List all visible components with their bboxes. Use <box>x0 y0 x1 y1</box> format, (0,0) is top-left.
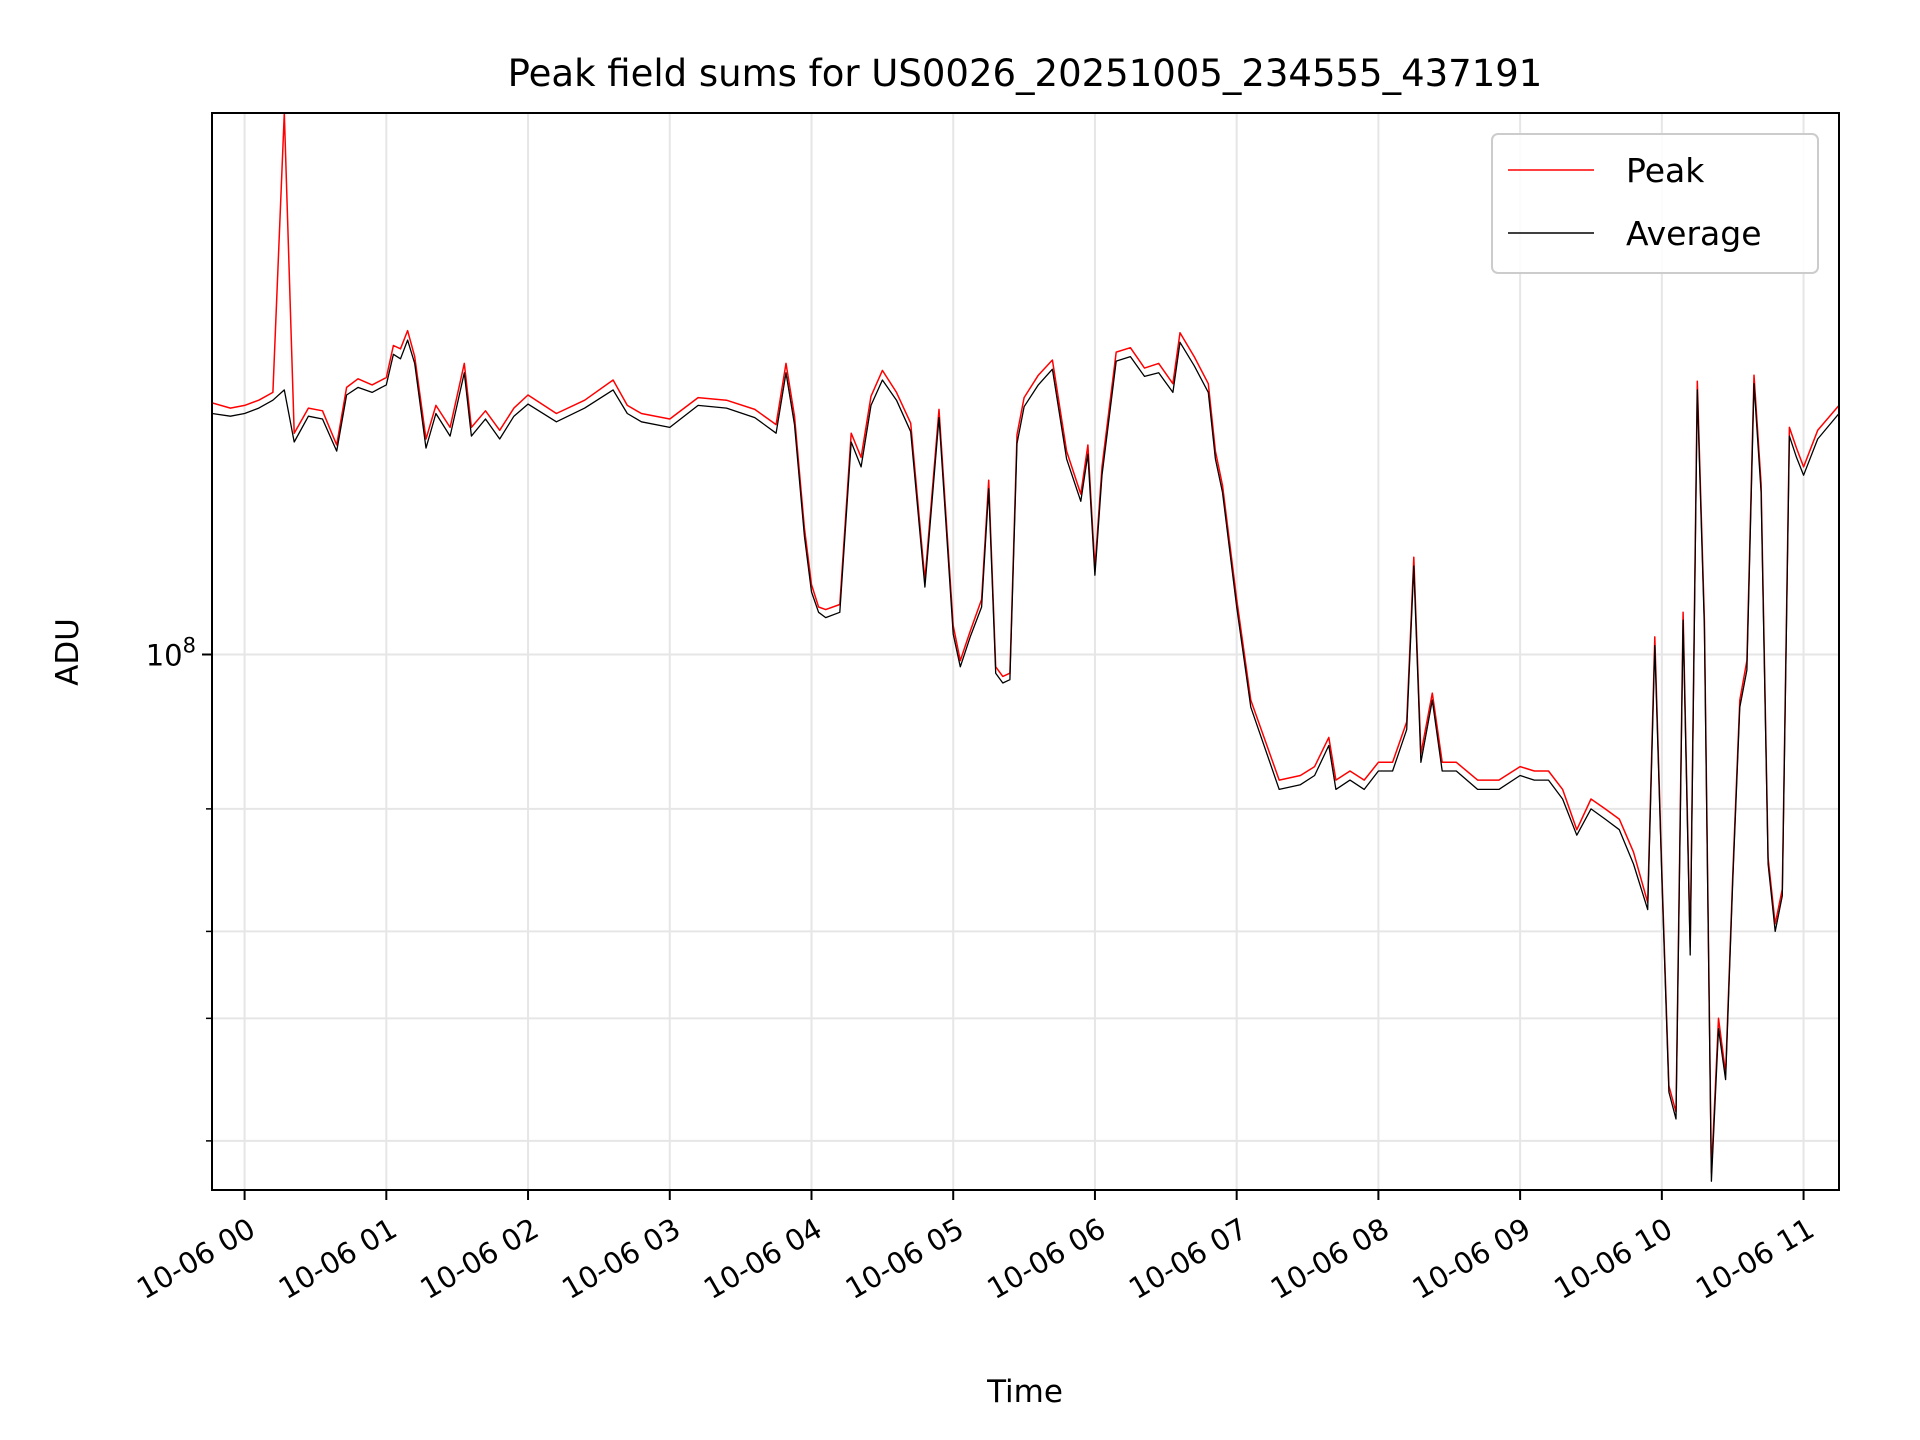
legend-label-average: Average <box>1626 214 1762 253</box>
plot-frame <box>211 112 1840 1191</box>
x-axis-title: Time <box>986 1374 1063 1410</box>
legend-label-peak: Peak <box>1626 151 1705 190</box>
plot-area <box>212 113 1839 1182</box>
y-axis: 108 <box>146 633 212 1142</box>
grid-layer <box>212 113 1839 1190</box>
y-axis-title: ADU <box>50 618 86 686</box>
legend: Peak Average <box>1491 133 1819 274</box>
y-tick-label: 108 <box>146 633 196 672</box>
chart-title: Peak field sums for US0026_20251005_2345… <box>508 52 1543 95</box>
series-line-average <box>212 339 1839 1182</box>
legend-box <box>1491 133 1819 274</box>
